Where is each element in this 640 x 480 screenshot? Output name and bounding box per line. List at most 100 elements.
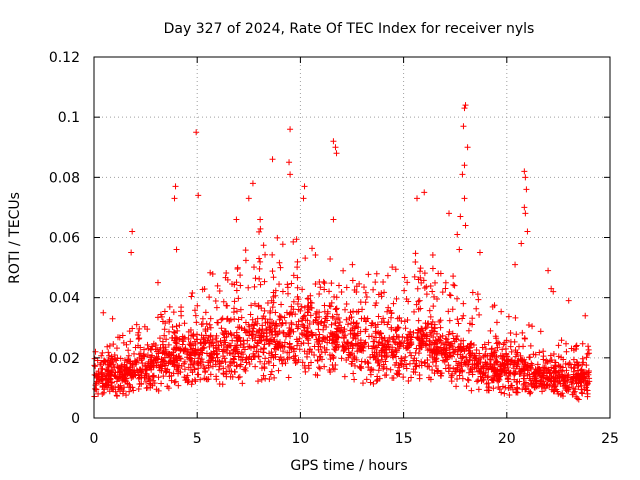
data-point [104,382,111,389]
data-point [478,378,485,385]
data-point [523,385,530,392]
data-point [338,288,345,295]
data-point [317,365,324,372]
data-point [402,325,409,332]
data-point [217,337,224,344]
data-point [218,325,225,332]
x-axis-label: GPS time / hours [290,458,407,474]
data-point [367,379,374,386]
data-point [327,303,334,310]
data-point [376,362,383,369]
data-point [531,369,538,376]
data-point [181,320,188,327]
data-point [585,346,592,353]
data-point [119,390,126,397]
data-point [433,350,440,357]
data-point [147,381,154,388]
data-point [501,367,508,374]
data-point [574,395,581,402]
data-point [244,337,251,344]
data-point [210,351,217,358]
data-point [143,378,150,385]
data-point [207,269,214,276]
data-point [408,374,415,381]
data-point [545,267,552,274]
data-point [341,333,348,340]
data-point [416,345,423,352]
data-point [453,335,460,342]
data-point [485,373,492,380]
data-point [561,378,568,385]
data-point [439,289,446,296]
data-point [280,330,287,337]
data-point [299,286,306,293]
data-point [349,277,356,284]
data-point [307,292,314,299]
data-point [458,347,465,354]
data-point [562,382,569,389]
data-point [433,330,440,337]
data-point [305,295,312,302]
data-point [105,372,112,379]
data-point [109,315,116,322]
data-point [266,376,273,383]
data-point [373,334,380,341]
data-point [420,277,427,284]
data-point [294,325,301,332]
data-point [497,361,504,368]
data-point [373,299,380,306]
data-point [228,331,235,338]
data-point [239,380,246,387]
data-point [461,162,468,169]
data-point [223,368,230,375]
data-point [235,374,242,381]
data-point [446,364,453,371]
data-point [333,294,340,301]
data-point [382,350,389,357]
data-point [126,328,133,335]
data-point [117,388,124,395]
data-point [415,276,422,283]
data-point [99,349,106,356]
data-point [429,251,436,258]
data-point [129,384,136,391]
data-point [202,326,209,333]
data-point [138,381,145,388]
data-point [349,327,356,334]
data-point [394,371,401,378]
data-point [370,342,377,349]
data-point [388,310,395,317]
data-point [396,314,403,321]
data-point [495,339,502,346]
data-point [199,286,206,293]
data-point [450,281,457,288]
data-point [437,317,444,324]
data-point [184,372,191,379]
data-point [398,355,405,362]
data-point [172,354,179,361]
data-point [240,351,247,358]
data-point [411,273,418,280]
data-point [386,334,393,341]
data-point [343,284,350,291]
data-point [392,266,399,273]
data-point [417,265,424,272]
data-point [578,367,585,374]
data-point [499,346,506,353]
data-point [370,286,377,293]
data-point [305,340,312,347]
data-point [233,287,240,294]
data-point [510,365,517,372]
data-point [154,314,161,321]
data-point [455,320,462,327]
data-point [147,384,154,391]
data-point [242,319,249,326]
data-point [274,234,281,241]
data-point [141,346,148,353]
data-point [287,327,294,334]
data-point [503,337,510,344]
data-point [223,269,230,276]
data-point [175,382,182,389]
data-point [521,335,528,342]
data-point [460,300,467,307]
